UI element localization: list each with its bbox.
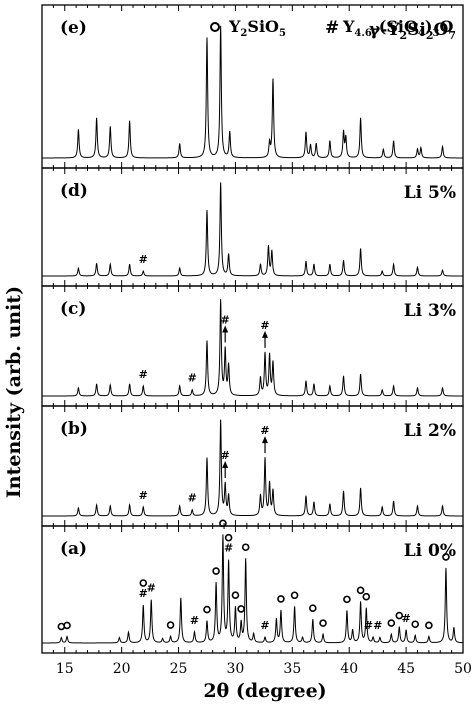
marker-circle	[290, 591, 299, 600]
panel-id-b: (b)	[60, 419, 88, 439]
marker-hash: #	[260, 319, 269, 332]
arrow-head	[222, 460, 229, 468]
marker-circle	[395, 611, 404, 620]
panel-a: (a) Li 0%	[42, 534, 464, 644]
marker-hash: #	[401, 612, 410, 625]
panel-frame	[41, 285, 464, 407]
panel-c: (c) Li 3%	[42, 299, 464, 397]
x-tick-label: 45	[397, 661, 415, 677]
x-tick-label: 50	[454, 661, 472, 677]
marker-circle	[224, 533, 233, 542]
x-tick-label: 20	[113, 661, 131, 677]
panel-id-e: (e)	[60, 18, 87, 38]
panel-id-a: (a)	[60, 539, 87, 559]
legend: Y2SiO5 # Y4.67(SiO4)3O	[210, 17, 453, 39]
x-tick-label: 25	[170, 661, 188, 677]
marker-hash: #	[147, 582, 156, 595]
panel-d: (d) Li 5%	[41, 181, 463, 277]
panel-frame	[41, 525, 464, 654]
marker-circle	[166, 621, 175, 629]
legend-label-y2sio5: Y2SiO5	[228, 17, 286, 39]
arrow-head	[222, 325, 229, 333]
marker-hash: #	[221, 313, 230, 326]
arrow-head	[262, 330, 269, 338]
panel-b: (b) Li 2%	[42, 419, 463, 517]
marker-hash: #	[224, 542, 233, 555]
pattern-line-e	[42, 25, 463, 159]
marker-circle	[277, 595, 285, 603]
marker-circle	[411, 620, 420, 629]
legend-marker-hash: #	[325, 18, 339, 38]
marker-circle	[387, 619, 396, 627]
marker-hash: #	[139, 368, 148, 381]
panel-label-c: Li 3%	[404, 301, 456, 321]
marker-hash: #	[139, 489, 148, 502]
legend-marker-circle	[210, 22, 220, 32]
y-axis-label: Intensity (arb. unit)	[3, 286, 25, 498]
marker-circle	[425, 621, 433, 630]
pattern-line-c	[42, 299, 464, 397]
marker-hash: #	[188, 492, 197, 505]
marker-circle	[362, 592, 371, 601]
marker-circle	[442, 553, 450, 561]
marker-circle	[237, 605, 245, 613]
marker-hash: #	[139, 253, 148, 266]
pattern-line-a	[42, 534, 464, 644]
pattern-line-b	[42, 419, 463, 517]
marker-hash: #	[139, 587, 148, 600]
x-tick-label: 30	[227, 661, 245, 677]
marker-circle	[241, 543, 250, 552]
panel-id-c: (c)	[60, 299, 86, 319]
panel-frame	[41, 167, 464, 287]
marker-circle	[343, 595, 351, 604]
x-tick-label: 15	[56, 661, 74, 677]
panel-frame	[41, 405, 464, 527]
marker-hash: #	[221, 449, 230, 462]
legend-label-apatite: Y4.67(SiO4)3O	[342, 17, 453, 39]
x-tick-label: 35	[283, 661, 301, 677]
axes-layer: 15 20 25 30 35 40 45 50	[41, 4, 472, 677]
panel-label-b: Li 2%	[404, 421, 456, 441]
marker-hash: #	[260, 424, 269, 437]
marker-hash: #	[190, 614, 199, 627]
panel-id-d: (d)	[60, 181, 88, 201]
annotations-layer: ## ## ## ######## ###	[57, 253, 450, 632]
marker-circle	[319, 619, 327, 627]
panel-label-d: Li 5%	[404, 183, 456, 203]
marker-circle	[356, 586, 365, 595]
panels-layer: (e) γ-Y2Si2O7 (d) Li 5% (c) Li 3% (b) Li 2% (a) L…	[41, 18, 464, 644]
x-tick-label: 40	[340, 661, 358, 677]
marker-circle	[139, 579, 148, 587]
marker-hash: #	[188, 372, 197, 385]
marker-circle	[231, 591, 240, 599]
marker-circle	[309, 604, 317, 612]
marker-hash: ##	[364, 619, 382, 632]
marker-circle	[212, 567, 220, 575]
pattern-line-d	[41, 182, 463, 277]
x-axis-label: 2θ (degree)	[203, 680, 326, 702]
panel-e: (e) γ-Y2Si2O7	[42, 18, 463, 159]
panel-label-e: γ-Y2Si2O7	[369, 20, 456, 42]
marker-hash: #	[260, 619, 269, 632]
marker-circle	[63, 621, 71, 630]
marker-circle	[203, 605, 211, 614]
arrow-head	[262, 436, 269, 444]
